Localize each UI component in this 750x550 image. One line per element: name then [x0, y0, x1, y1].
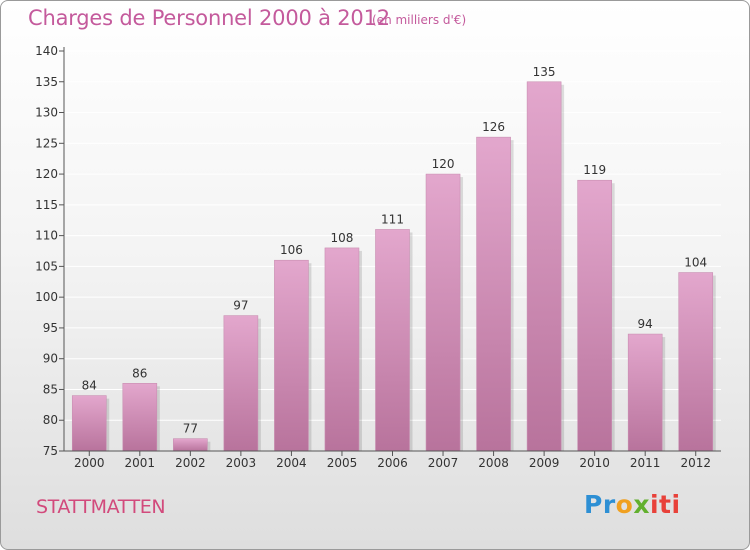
bar-value-label: 94: [638, 317, 653, 331]
y-tick-label: 95: [43, 321, 58, 335]
x-tick-label: 2000: [74, 456, 105, 470]
y-tick-label: 75: [43, 444, 58, 458]
chart-title: Charges de Personnel 2000 à 2012: [28, 6, 390, 30]
bar-2011: [627, 333, 663, 452]
bar-value-label: 106: [280, 243, 303, 257]
bar-2001: [122, 383, 158, 452]
bar-2008: [476, 136, 511, 452]
bar-2002: [173, 438, 208, 452]
bar-2000: [71, 395, 107, 452]
proxiti-logo[interactable]: Proxiti: [584, 490, 681, 519]
bar-2010: [577, 179, 612, 452]
y-tick-label: 115: [35, 198, 58, 212]
logo-part-4: iti: [649, 490, 681, 519]
commune-name: STATTMATTEN: [36, 496, 166, 518]
bar-value-label: 111: [381, 212, 404, 226]
bar-2007: [425, 173, 461, 452]
x-tick-label: 2008: [478, 456, 509, 470]
bar-value-label: 135: [533, 65, 556, 79]
y-tick-label: 85: [43, 382, 58, 396]
bar-2004: [274, 259, 309, 452]
y-tick-label: 105: [35, 259, 58, 273]
x-tick-label: 2002: [175, 456, 206, 470]
y-tick-label: 100: [35, 290, 58, 304]
bar-value-label: 126: [482, 120, 505, 134]
y-tick-label: 120: [35, 167, 58, 181]
x-tick-label: 2005: [327, 456, 358, 470]
x-tick-label: 2012: [680, 456, 711, 470]
bar-2012: [678, 272, 714, 452]
bars: [71, 81, 716, 452]
x-tick-label: 2011: [630, 456, 661, 470]
x-tick-label: 2009: [529, 456, 560, 470]
x-tick-label: 2007: [428, 456, 459, 470]
y-tick-label: 125: [35, 136, 58, 150]
bar-value-label: 77: [183, 422, 198, 436]
y-tick-label: 140: [35, 44, 58, 58]
x-tick-label: 2003: [226, 456, 257, 470]
y-tick-label: 110: [35, 229, 58, 243]
x-tick-label: 2001: [125, 456, 156, 470]
bar-2005: [324, 247, 360, 452]
bar-value-label: 84: [82, 379, 97, 393]
x-tick-label: 2010: [579, 456, 610, 470]
bar-value-label: 120: [432, 157, 455, 171]
y-tick-label: 130: [35, 106, 58, 120]
logo-part-3: x: [633, 490, 650, 519]
x-tick-label: 2006: [377, 456, 408, 470]
bar-value-label: 119: [583, 163, 606, 177]
y-tick-label: 90: [43, 352, 58, 366]
axes: 75 80 85 90 95 100 105 110 115 120 125 130 135 140 84 2…: [35, 44, 721, 470]
y-tick-label: 80: [43, 413, 58, 427]
bar-value-label: 86: [132, 366, 147, 380]
y-tick-label: 135: [35, 75, 58, 89]
bar-value-label: 108: [331, 231, 354, 245]
bar-2009: [526, 81, 562, 452]
chart-subtitle: (en milliers d'€): [372, 13, 467, 27]
x-tick-label: 2004: [276, 456, 307, 470]
bar-2006: [375, 229, 410, 452]
bar-value-label: 104: [684, 256, 707, 270]
logo-part-2: o: [615, 490, 634, 519]
logo-part-1: Pr: [584, 490, 616, 519]
bar-value-label: 97: [233, 299, 248, 313]
bar-2003: [223, 315, 259, 452]
